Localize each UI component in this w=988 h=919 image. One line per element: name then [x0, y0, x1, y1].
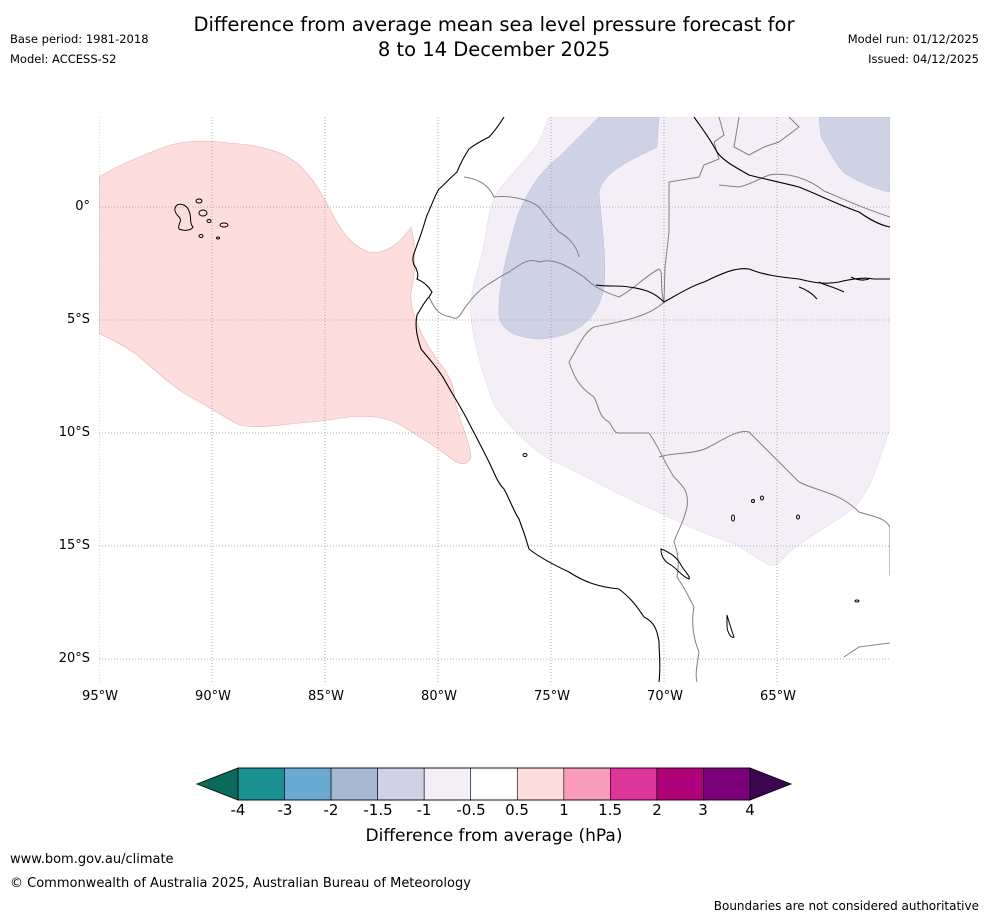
galapagos-islands	[174, 198, 229, 240]
chart-title: Difference from average mean sea level p…	[0, 12, 988, 62]
cb-tick-2: 2	[652, 801, 662, 819]
lon-label-70w: 70°W	[647, 689, 683, 704]
website-link[interactable]: www.bom.gov.au/climate	[10, 852, 174, 867]
colorbar-segment-8	[610, 767, 658, 801]
cb-tick-neg1: -1	[416, 801, 432, 819]
lon-label-75w: 75°W	[534, 689, 570, 704]
title-line-2: 8 to 14 December 2025	[377, 38, 611, 61]
colorbar-segment-2	[330, 767, 378, 801]
model-name: Model: ACCESS-S2	[10, 52, 117, 66]
colorbar-segment-0	[237, 767, 285, 801]
issued-date: Issued: 04/12/2025	[868, 52, 979, 66]
cb-tick-0-5: 0.5	[505, 801, 529, 819]
cb-tick-neg1-5: -1.5	[363, 801, 393, 819]
lon-label-85w: 85°W	[308, 689, 344, 704]
cb-tick-neg0-5: -0.5	[456, 801, 486, 819]
title-line-1: Difference from average mean sea level p…	[193, 13, 795, 36]
colorbar-outline	[237, 767, 751, 801]
copyright-notice: © Commonwealth of Australia 2025, Austra…	[10, 876, 471, 891]
lon-label-65w: 65°W	[760, 689, 796, 704]
boundaries-disclaimer: Boundaries are not considered authoritat…	[713, 899, 979, 913]
colorbar-segment-5	[470, 767, 518, 801]
cb-tick-neg4: -4	[230, 801, 246, 819]
cb-tick-neg3: -3	[277, 801, 293, 819]
model-run: Model run: 01/12/2025	[847, 32, 979, 46]
negative-anomaly-area-medium-east	[818, 117, 890, 193]
graticule	[99, 117, 890, 682]
negative-anomaly-area-medium-west	[498, 117, 660, 340]
lat-label-20s: 20°S	[58, 651, 90, 666]
colorbar-label: Difference from average (hPa)	[365, 826, 623, 846]
lat-label-15s: 15°S	[58, 538, 90, 553]
colorbar-extend-low	[195, 767, 239, 801]
cb-tick-3: 3	[698, 801, 708, 819]
cb-tick-1-5: 1.5	[598, 801, 622, 819]
cb-tick-neg2: -2	[323, 801, 339, 819]
colorbar-segment-1	[284, 767, 332, 801]
colorbar-segment-3	[377, 767, 425, 801]
colorbar-segment-4	[423, 767, 472, 801]
colorbar	[195, 767, 793, 801]
lat-label-5s: 5°S	[66, 312, 90, 327]
lon-label-95w: 95°W	[82, 689, 118, 704]
positive-anomaly-area	[99, 140, 472, 465]
lat-label-0: 0°	[75, 199, 90, 214]
lat-label-10s: 10°S	[58, 425, 90, 440]
lon-label-80w: 80°W	[421, 689, 457, 704]
cb-tick-1: 1	[559, 801, 569, 819]
colorbar-segment-9	[656, 767, 704, 801]
lakes	[522, 453, 860, 638]
coastlines	[412, 117, 890, 682]
country-borders	[428, 117, 890, 682]
pressure-anomaly-map	[99, 117, 890, 682]
colorbar-extend-high	[749, 767, 793, 801]
meta-right: Model run: 01/12/2025 Issued: 04/12/2025	[848, 29, 979, 69]
colorbar-segment-10	[703, 767, 751, 801]
meta-left: Base period: 1981-2018 Model: ACCESS-S2	[10, 29, 149, 69]
colorbar-segment-7	[563, 767, 611, 801]
colorbar-segment-6	[516, 767, 565, 801]
lon-label-90w: 90°W	[195, 689, 231, 704]
base-period: Base period: 1981-2018	[10, 32, 149, 46]
cb-tick-4: 4	[745, 801, 755, 819]
colorbar-segments	[237, 767, 751, 801]
